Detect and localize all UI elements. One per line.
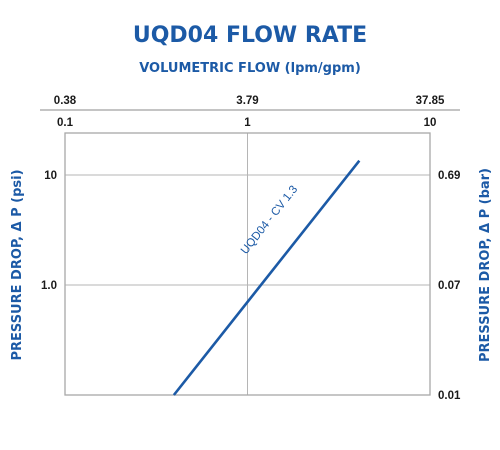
left-tick-label: 10 (44, 170, 57, 182)
series-line (172, 159, 361, 396)
left-axis-ticks: 101.0 (41, 170, 57, 292)
right-tick-label: 0.01 (438, 390, 461, 402)
bottom-axis-ticks: 0.1 1 10 (57, 117, 436, 129)
chart-subtitle: VOLUMETRIC FLOW (lpm/gpm) (139, 61, 361, 76)
y-axis-left-title: PRESSURE DROP, Δ P (psi) (10, 169, 25, 360)
bottom-tick-label: 1 (244, 117, 251, 129)
grid-lines (65, 133, 430, 395)
bottom-tick-label: 10 (424, 117, 437, 129)
right-tick-label: 0.69 (438, 170, 460, 182)
y-axis-right-title: PRESSURE DROP, Δ P (bar) (478, 168, 493, 362)
chart-title: UQD04 FLOW RATE (133, 23, 367, 48)
right-axis-ticks: 0.69 0.07 0.01 (438, 170, 461, 402)
right-tick-label: 0.07 (438, 280, 460, 292)
top-tick-label: 37.85 (416, 95, 445, 107)
left-tick-label: 1.0 (41, 280, 57, 292)
top-axis-ticks: 0.38 3.79 37.85 (40, 95, 460, 111)
top-tick-label: 3.79 (236, 95, 258, 107)
bottom-tick-label: 0.1 (57, 117, 74, 129)
series-layer: UQD04 - CV 1.3 (172, 159, 361, 396)
plot-frame (64, 132, 431, 396)
top-tick-label: 0.38 (54, 95, 77, 107)
